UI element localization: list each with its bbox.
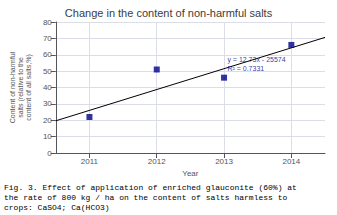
svg-text:content of all salts,%): content of all salts,%)	[25, 54, 33, 121]
svg-text:2014: 2014	[282, 157, 300, 166]
svg-text:Year: Year	[182, 169, 199, 178]
svg-text:50: 50	[43, 67, 52, 76]
svg-text:Content of non-harmful: Content of non-harmful	[9, 51, 16, 123]
svg-text:0: 0	[47, 149, 52, 158]
svg-text:Change in the content of non-h: Change in the content of non-harmful sal…	[65, 7, 273, 19]
svg-text:y = 12.73x - 25574: y = 12.73x - 25574	[227, 56, 285, 64]
svg-text:10: 10	[43, 132, 52, 141]
svg-text:crops: CaSO4; Ca(HCO3): crops: CaSO4; Ca(HCO3)	[4, 203, 110, 212]
svg-text:2013: 2013	[215, 157, 233, 166]
svg-text:60: 60	[43, 50, 52, 59]
svg-text:2011: 2011	[81, 157, 99, 166]
svg-text:20: 20	[43, 116, 52, 125]
svg-text:40: 40	[43, 83, 52, 92]
svg-text:Fig. 3. Effect of application: Fig. 3. Effect of application of enriche…	[4, 183, 297, 192]
svg-text:30: 30	[43, 99, 52, 108]
svg-text:80: 80	[43, 18, 52, 27]
svg-text:salts (relative to the: salts (relative to the	[17, 57, 25, 118]
svg-text:R² = 0.7331: R² = 0.7331	[227, 65, 264, 72]
svg-text:70: 70	[43, 34, 52, 43]
svg-text:the rate of 800 kg / ha on the: the rate of 800 kg / ha on the content o…	[4, 193, 287, 202]
svg-text:2012: 2012	[148, 157, 166, 166]
